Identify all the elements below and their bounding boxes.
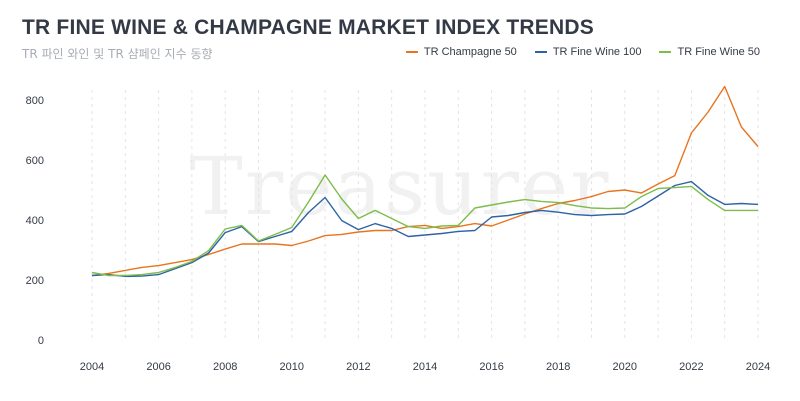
series-line	[91, 180, 759, 278]
x-tick-label: 2014	[413, 361, 437, 373]
x-tick-label: 2018	[546, 361, 570, 373]
x-tick-label: 2008	[213, 361, 237, 373]
x-tick-label: 2004	[80, 361, 104, 373]
watermark-logo: Treasurer	[189, 140, 611, 233]
x-tick-label: 2016	[479, 361, 503, 373]
legend-item: TR Fine Wine 100	[534, 46, 642, 58]
chart-subtitle: TR 파인 와인 및 TR 샴페인 지수 동향	[22, 47, 213, 61]
x-tick-label: 2020	[613, 361, 637, 373]
x-tick-label: 2024	[746, 361, 770, 373]
legend-item: TR Fine Wine 50	[659, 46, 760, 58]
y-tick-label: 600	[26, 155, 44, 167]
legend-label: TR Fine Wine 100	[552, 46, 642, 58]
y-tick-label: 200	[26, 275, 44, 287]
y-tick-label: 800	[26, 95, 44, 107]
legend-swatch	[659, 51, 672, 53]
x-tick-label: 2022	[679, 361, 703, 373]
x-tick-label: 2006	[146, 361, 170, 373]
x-tick-label: 2012	[346, 361, 370, 373]
legend-swatch	[534, 51, 547, 53]
chart-title: TR FINE WINE & CHAMPAGNE MARKET INDEX TR…	[22, 16, 594, 39]
chart-legend: TR Champagne 50 TR Fine Wine 100 TR Fine W…	[405, 46, 760, 58]
legend-swatch	[405, 51, 418, 53]
legend-item: TR Champagne 50	[405, 46, 517, 58]
legend-label: TR Champagne 50	[423, 46, 517, 58]
series-line	[91, 174, 758, 277]
y-tick-label: 400	[26, 215, 44, 227]
y-tick-label: 0	[38, 335, 44, 347]
legend-label: TR Fine Wine 50	[677, 46, 760, 58]
x-tick-label: 2010	[280, 361, 304, 373]
